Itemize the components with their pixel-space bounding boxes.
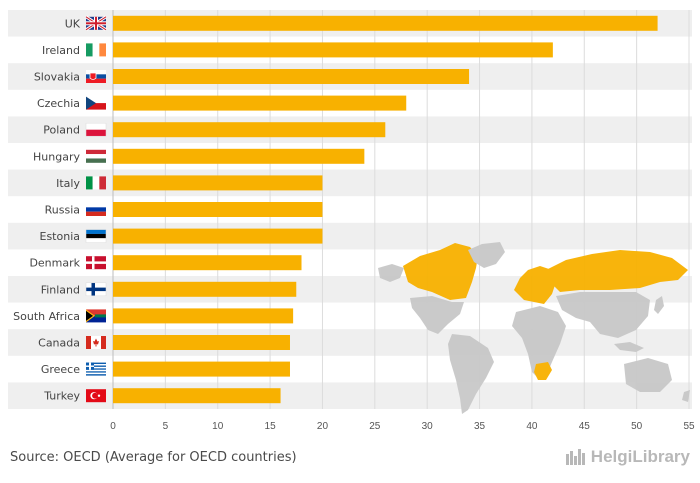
turkey-flag-icon (86, 389, 106, 403)
map-greenland (468, 242, 505, 268)
map-japan (654, 296, 664, 314)
row-band (8, 329, 692, 356)
category-label: UK (65, 17, 81, 30)
map-canada (403, 243, 478, 300)
category-label: Russia (45, 204, 80, 217)
map-europe (514, 266, 556, 304)
bar (113, 308, 294, 324)
map-africa (512, 306, 566, 380)
category-label: Denmark (29, 257, 80, 270)
x-tick-label: 25 (369, 421, 381, 432)
x-tick-label: 45 (579, 421, 591, 432)
bar (113, 202, 323, 217)
category-labels: UK Ireland Slovakia Czechia Poland Hungary Ita… (13, 17, 81, 402)
library-logo-icon (565, 449, 585, 465)
row-band (8, 382, 692, 409)
x-axis-ticks: 0 5 10 15 20 25 30 35 40 45 50 55 (110, 421, 695, 432)
row-band (8, 169, 692, 197)
map-russia (546, 250, 688, 292)
bar (113, 281, 297, 297)
finland-flag-icon (85, 282, 107, 297)
bar (113, 69, 470, 84)
flag-icons (85, 15, 107, 403)
slovakia-flag-icon (86, 70, 106, 83)
bar (113, 95, 407, 111)
category-label: Ireland (42, 44, 80, 57)
x-tick-label: 40 (526, 421, 538, 432)
bar (113, 122, 386, 138)
russia-flag-icon (86, 203, 106, 216)
bar (113, 335, 290, 350)
bar-chart: UK Ireland Slovakia Czechia Poland Hungary Ita… (8, 10, 695, 432)
south-africa-flag-icon (86, 309, 106, 323)
map-alaska (378, 264, 404, 282)
helgi-library-logo: HelgiLibrary (565, 447, 690, 467)
x-tick-label: 55 (683, 421, 695, 432)
map-usa-mexico (410, 296, 464, 334)
bar (113, 228, 323, 244)
row-band (8, 222, 692, 250)
map-south-america (448, 334, 494, 414)
x-tick-label: 30 (422, 421, 434, 432)
x-tick-label: 15 (265, 421, 277, 432)
map-australia (624, 358, 672, 392)
bar (113, 42, 553, 58)
category-label: Czechia (37, 97, 80, 110)
category-label: Estonia (40, 230, 81, 243)
bars (113, 15, 658, 404)
bar (113, 361, 290, 377)
denmark-flag-icon (86, 256, 106, 270)
canada-flag-icon (86, 336, 106, 349)
category-label: Slovakia (34, 71, 80, 84)
x-tick-label: 20 (317, 421, 329, 432)
x-tick-label: 0 (110, 421, 116, 432)
hungary-flag-icon (86, 149, 106, 163)
bar (113, 175, 323, 191)
map-south-africa (534, 362, 552, 380)
category-label: Poland (43, 124, 80, 137)
poland-flag-icon (85, 122, 107, 137)
category-label: Hungary (33, 150, 80, 163)
uk-flag-icon (85, 15, 107, 32)
category-label: Greece (41, 363, 80, 376)
x-tick-label: 5 (163, 421, 169, 432)
x-tick-label: 35 (474, 421, 486, 432)
greece-flag-icon (86, 362, 106, 376)
map-new-zealand (682, 390, 690, 402)
map-indonesia (614, 342, 644, 352)
czechia-flag-icon (86, 96, 106, 110)
category-label: Canada (38, 337, 80, 350)
bar (113, 388, 281, 404)
logo-text: HelgiLibrary (590, 447, 690, 466)
source-note: Source: OECD (Average for OECD countries… (10, 450, 297, 465)
bar (113, 148, 365, 164)
italy-flag-icon (86, 176, 106, 190)
bar (113, 255, 302, 271)
x-tick-label: 10 (212, 421, 224, 432)
category-label: Finland (41, 283, 80, 296)
map-asia (556, 292, 650, 338)
category-label: Italy (56, 177, 80, 190)
category-label: South Africa (13, 310, 80, 323)
category-label: Turkey (43, 390, 80, 403)
estonia-flag-icon (85, 229, 107, 243)
world-map-image (378, 242, 690, 414)
ireland-flag-icon (86, 43, 106, 57)
bar (113, 15, 658, 31)
x-tick-label: 50 (631, 421, 643, 432)
